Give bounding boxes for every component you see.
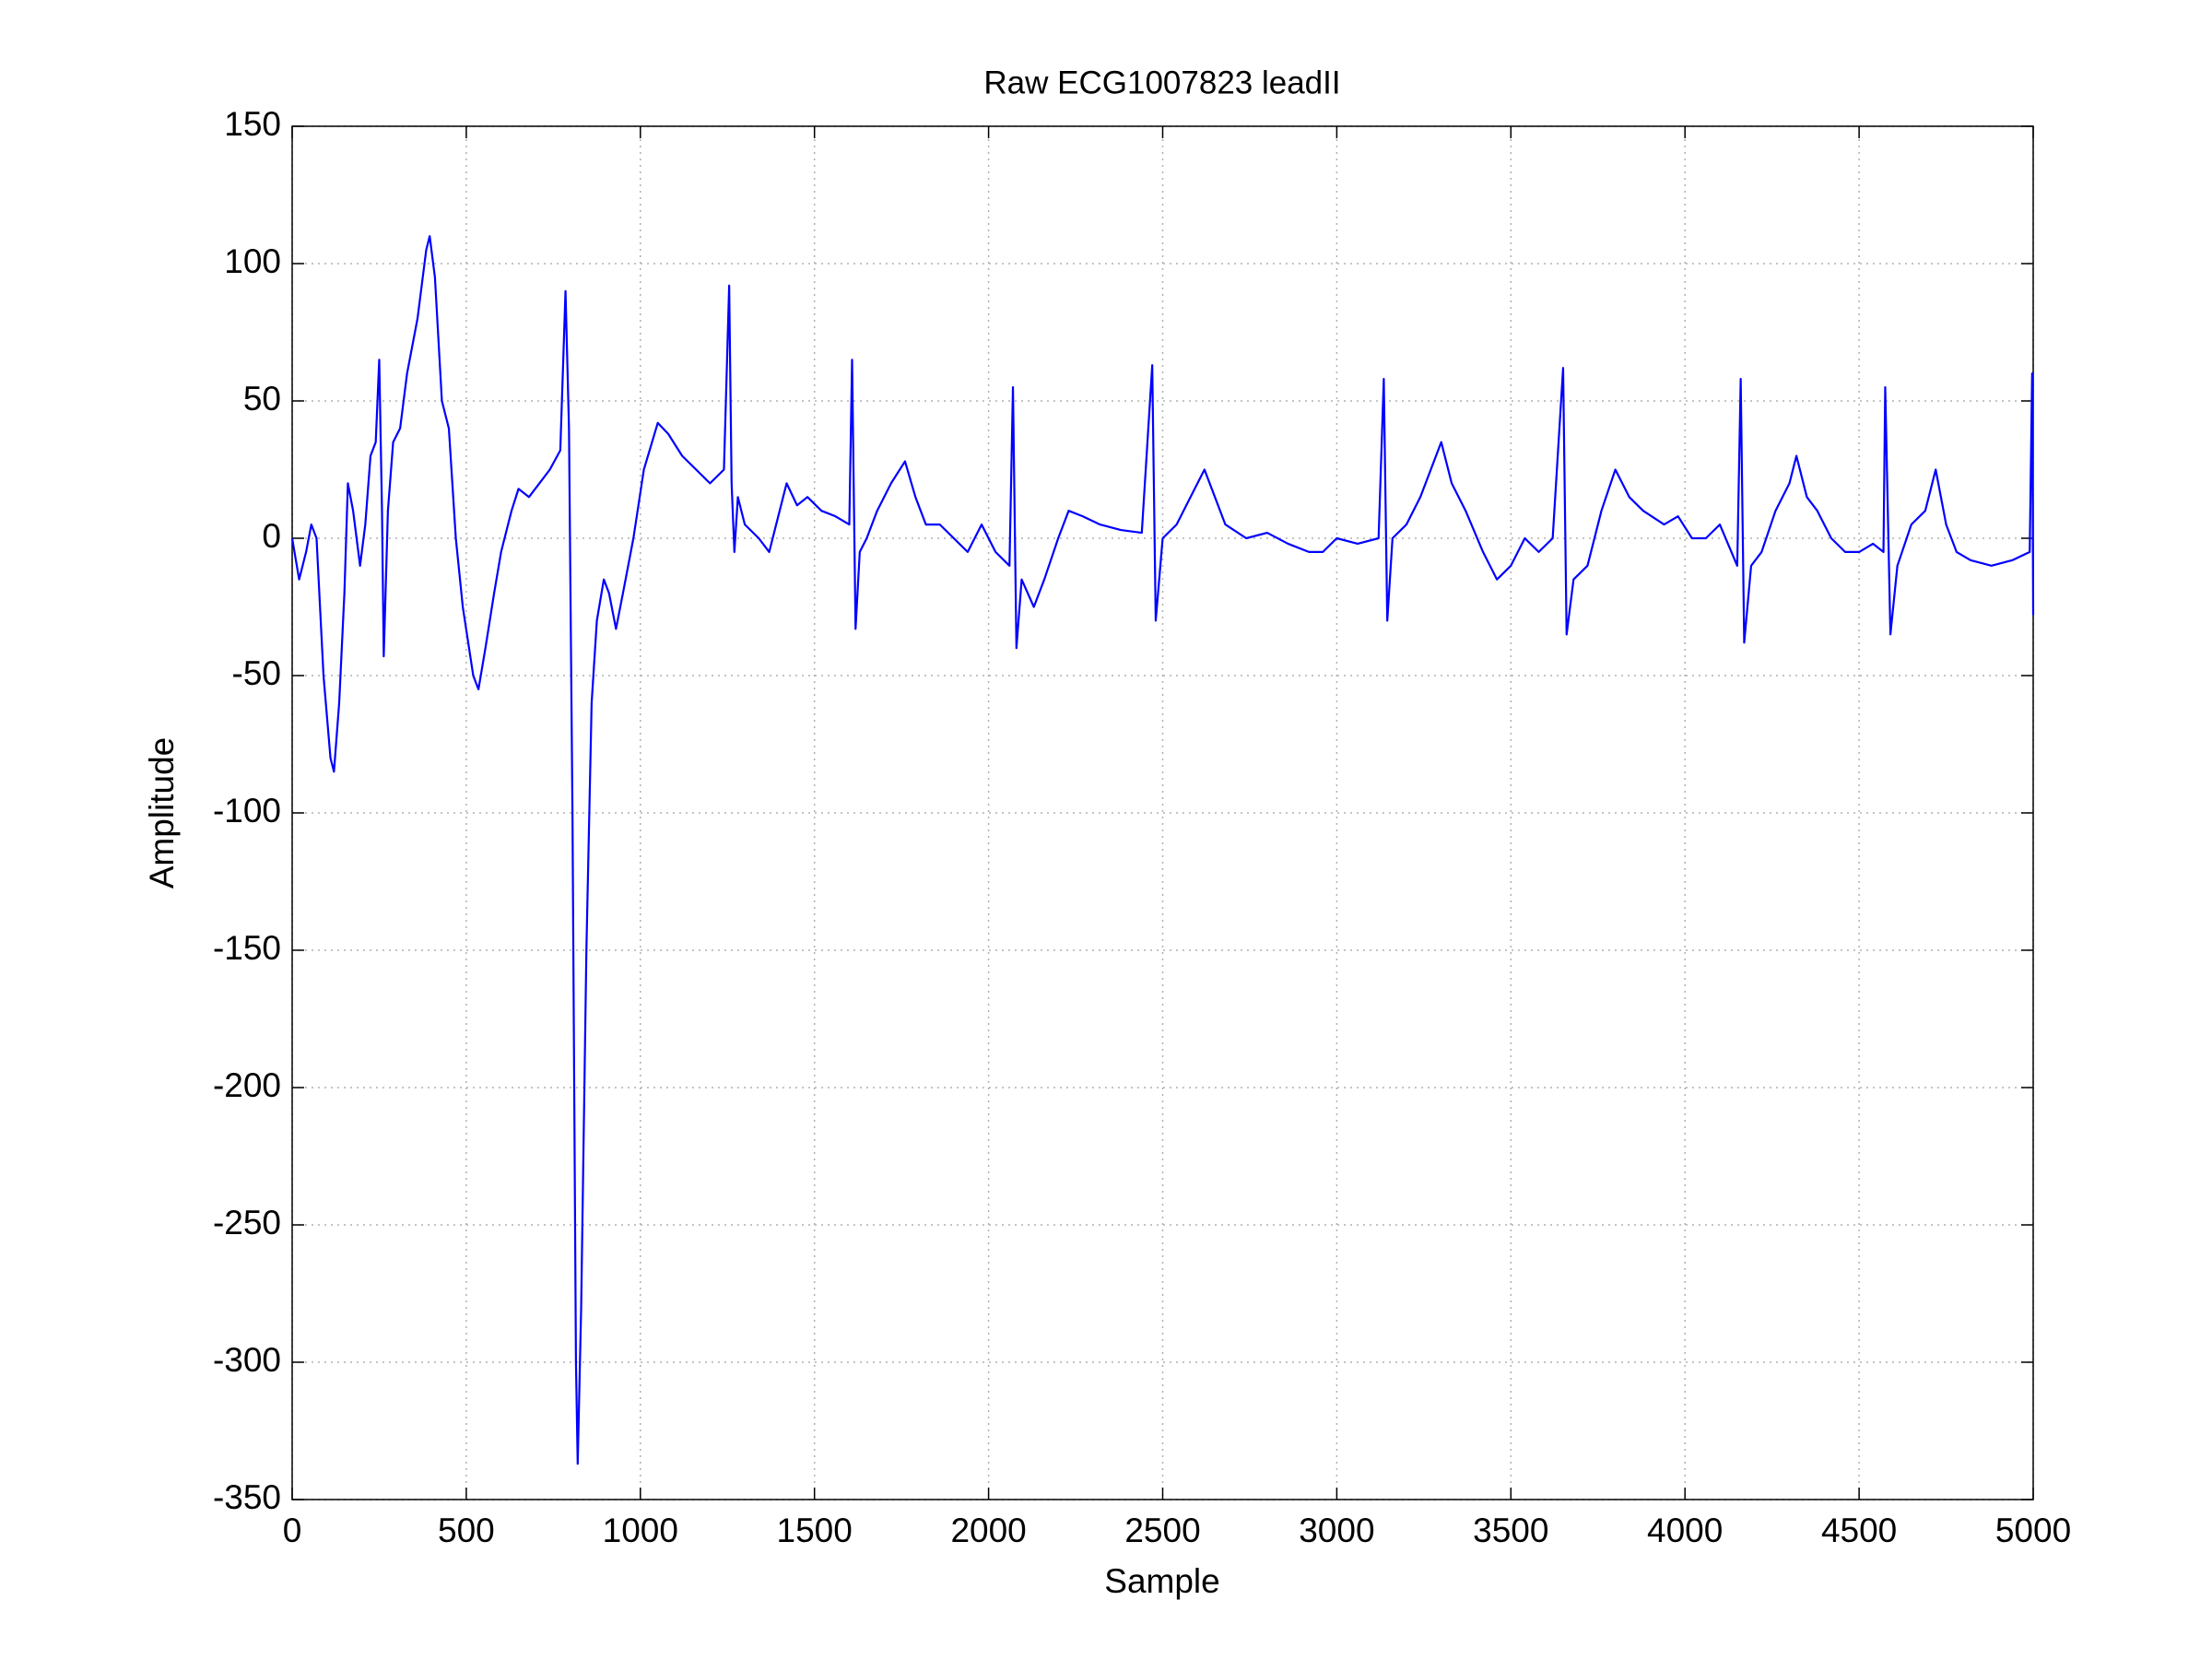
data-line bbox=[290, 235, 2035, 1465]
y-tick-label: 100 bbox=[224, 242, 281, 280]
x-tick-label: 3500 bbox=[1473, 1512, 1548, 1549]
x-tick-label: 4000 bbox=[1647, 1512, 1723, 1549]
x-tick-label: 1500 bbox=[777, 1512, 853, 1549]
y-tick-label: 50 bbox=[243, 380, 281, 418]
x-tick-label: 500 bbox=[438, 1512, 495, 1549]
y-axis-label: Amplitude bbox=[143, 737, 181, 889]
y-tick-label: -200 bbox=[213, 1066, 281, 1104]
chart-title: Raw ECG1007823 leadII bbox=[983, 65, 1340, 100]
y-tick-label: -100 bbox=[213, 792, 281, 830]
x-tick-label: 0 bbox=[283, 1512, 302, 1549]
x-tick-label: 1000 bbox=[603, 1512, 678, 1549]
y-tick-label: -250 bbox=[213, 1204, 281, 1241]
y-tick-label: 0 bbox=[262, 517, 281, 555]
x-axis-label: Sample bbox=[1104, 1562, 1219, 1600]
x-tick-label: 2500 bbox=[1124, 1512, 1200, 1549]
x-tick-label: 3000 bbox=[1299, 1512, 1374, 1549]
x-tick-label: 4500 bbox=[1821, 1512, 1897, 1549]
y-tick-label: -50 bbox=[232, 654, 281, 692]
x-tick-label: 2000 bbox=[950, 1512, 1026, 1549]
y-tick-label: 150 bbox=[224, 105, 281, 143]
y-tick-label: -350 bbox=[213, 1478, 281, 1516]
y-tick-label: -150 bbox=[213, 929, 281, 967]
plot-frame bbox=[291, 125, 2034, 1500]
x-tick-label: 5000 bbox=[1995, 1512, 2071, 1549]
y-tick-label: -300 bbox=[213, 1341, 281, 1379]
